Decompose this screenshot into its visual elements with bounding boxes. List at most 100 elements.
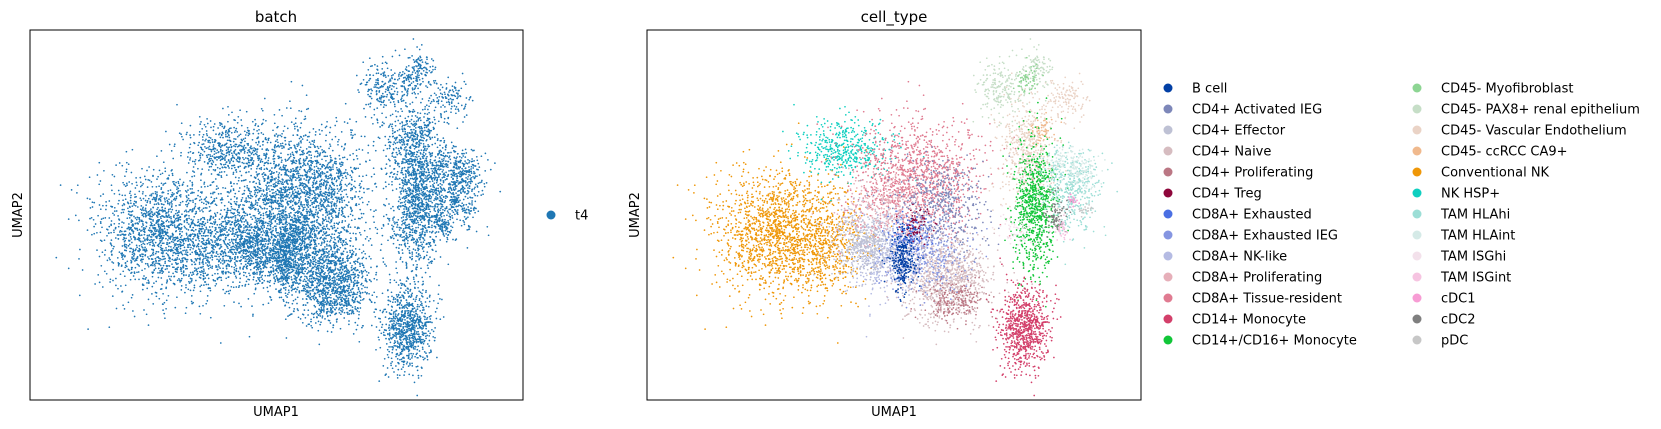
batch-cell-point [207,242,210,244]
batch-cell-point [157,272,159,274]
batch-cell-point [351,170,353,173]
batch-cell-point [196,221,199,224]
batch-cell-point [143,233,146,236]
batch-cell-point [286,174,288,177]
batch-cell-point [233,126,235,129]
batch-cell-point [248,335,251,338]
batch-cell-point [315,193,317,196]
batch-cell-point [144,267,146,270]
batch-cell-point [157,245,160,248]
batch-cell-point [180,279,183,282]
batch-cell-point [136,255,139,258]
batch-cell-point [121,291,123,293]
batch-cell-point [299,166,302,169]
batch-cell-point [343,199,346,202]
batch-cell-point [309,143,312,145]
batch-cell-point [173,243,176,245]
batch-cell-point [206,256,209,258]
batch-cell-point [266,274,269,277]
batch-cell-point [131,228,133,231]
batch-cell-point [152,232,155,234]
batch-cell-point [337,236,339,238]
batch-cell-point [218,239,221,242]
batch-cell-point [327,167,330,169]
batch-cell-point [241,148,244,151]
batch-cell-point [200,269,203,272]
batch-cell-point [277,182,279,185]
batch-cell-point [369,208,372,211]
batch-cell-point [168,174,170,177]
batch-cell-point [217,193,220,195]
batch-cell-point [168,143,171,146]
batch-cell-point [138,233,141,236]
batch-cell-point [284,188,286,190]
batch-cell-point [326,214,329,216]
batch-cell-point [355,167,358,170]
batch-cell-point [224,187,227,190]
batch-cell-point [234,176,237,179]
batch-cell-point [220,246,222,248]
batch-cell-point [214,284,217,287]
batch-cell-point [232,171,235,174]
batch-cell-point [330,186,333,189]
batch-cell-point [157,251,160,253]
batch-cell-point [86,229,89,231]
batch-cell-point [171,191,174,194]
batch-cell-point [165,216,167,218]
batch-cell-point [331,233,333,235]
batch-cell-point [70,189,73,191]
batch-cell-point [201,253,204,255]
batch-cell-point [295,211,298,214]
batch-cell-point [125,237,127,240]
batch-cell-point [291,200,294,203]
batch-cell-point [162,229,164,232]
batch-cell-point [294,117,297,120]
batch-cell-point [287,175,290,177]
batch-cell-point [243,179,246,182]
batch-cell-point [162,309,164,311]
batch-cell-point [312,186,315,188]
batch-cell-point [196,234,199,237]
batch-cell-point [192,170,194,172]
batch-cell-point [149,255,152,257]
batch-cell-point [294,176,297,179]
batch-cell-point [284,208,287,210]
batch-cell-point [202,133,205,136]
batch-cell-point [206,261,209,263]
batch-cell-point [261,193,263,195]
batch-cell-point [239,266,241,269]
batch-cell-point [200,266,203,269]
batch-cell-point [367,152,369,154]
batch-cell-point [202,274,205,277]
batch-cell-point [215,152,217,154]
batch-cell-point [193,141,195,144]
batch-cell-point [216,224,219,226]
batch-cell-point [319,180,321,183]
batch-cell-point [273,157,276,160]
batch-cell-point [187,202,190,205]
batch-cell-point [268,137,270,140]
batch-cell-point [313,141,315,144]
batch-cell-point [239,144,242,147]
batch-cell-point [265,161,268,164]
batch-cell-point [134,204,137,207]
batch-cell-point [380,227,383,230]
batch-cell-point [185,274,187,276]
batch-cell-point [141,208,144,210]
batch-cell-point [302,149,305,152]
batch-cell-point [184,214,187,217]
batch-cell-point [258,128,260,131]
batch-cell-point [358,190,361,193]
batch-cell-point [142,249,144,251]
batch-cell-point [245,220,247,222]
batch-cell-point [245,280,248,283]
batch-cell-point [227,201,230,203]
batch-cell-point [357,217,360,220]
batch-cell-point [225,267,228,270]
batch-cell-point [216,266,218,268]
batch-cell-point [336,175,339,178]
batch-cell-point [288,144,291,147]
batch-cell-point [193,244,196,247]
batch-cell-point [109,242,112,244]
batch-cell-point [163,249,166,252]
